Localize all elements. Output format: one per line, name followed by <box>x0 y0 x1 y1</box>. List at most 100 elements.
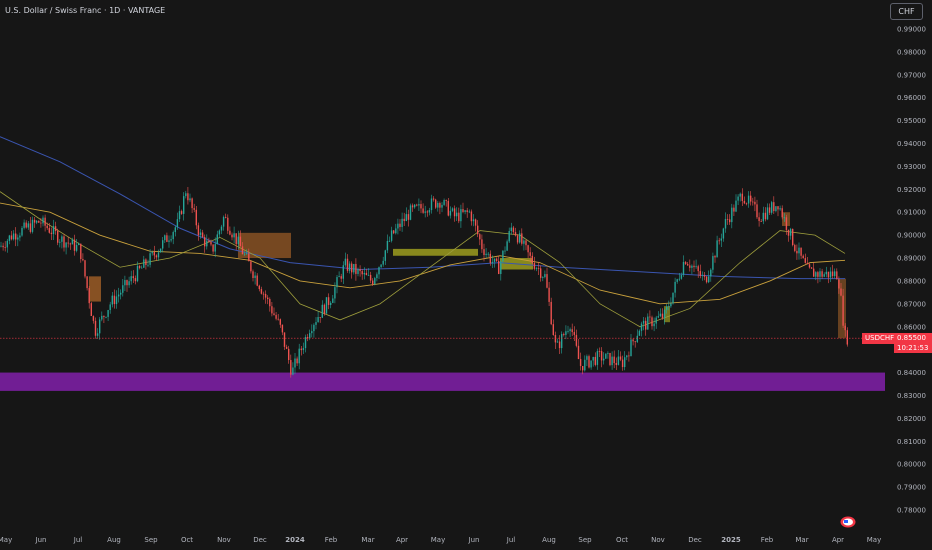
candle-body <box>262 293 265 295</box>
candle-body <box>302 348 305 351</box>
candle-body <box>678 278 680 280</box>
candle-body <box>313 324 315 332</box>
candle-body <box>88 288 90 304</box>
candle-body <box>630 339 632 357</box>
candle-body <box>506 241 508 251</box>
candle-body <box>254 275 256 278</box>
candle-body <box>451 208 454 211</box>
candle-body <box>586 356 588 360</box>
candle-body <box>204 237 206 247</box>
candle-body <box>432 198 435 200</box>
candle-body <box>189 198 191 201</box>
last-price-value: 0.85500 <box>897 334 926 342</box>
order-block-zone <box>838 278 846 339</box>
candle-body <box>323 304 326 314</box>
candle-body <box>661 313 664 319</box>
us-flag-icon[interactable] <box>840 516 856 528</box>
candle-body <box>792 228 794 246</box>
candle-body <box>766 207 769 220</box>
candle-body <box>495 258 498 261</box>
candle-body <box>575 334 578 346</box>
candle-body <box>38 220 40 223</box>
candle-body <box>647 316 649 330</box>
price-axis: 0.99000 0.98000 0.97000 0.96000 0.95000 0.940… <box>897 26 926 515</box>
candle-body <box>655 317 657 324</box>
candle-body <box>359 269 361 272</box>
candle-body <box>105 316 107 318</box>
candle-body <box>445 200 447 201</box>
candle-body <box>145 259 147 265</box>
candle-body <box>794 245 796 251</box>
candle-body <box>124 280 126 286</box>
candle-body <box>180 211 183 214</box>
candle-body <box>361 271 363 275</box>
candle-body <box>529 252 531 256</box>
candle-body <box>48 228 50 233</box>
candle-body <box>19 235 21 238</box>
candle-body <box>548 287 550 302</box>
candle-body <box>178 211 181 220</box>
candle-body <box>682 262 685 275</box>
candle-body <box>632 339 634 342</box>
candle-body <box>554 334 557 343</box>
candle-body <box>346 258 349 271</box>
candle-body <box>621 359 624 368</box>
candle-body <box>162 240 164 249</box>
candle-body <box>477 225 479 235</box>
candle-body <box>269 299 271 307</box>
candle-body <box>752 201 754 203</box>
candle-body <box>731 207 733 223</box>
candle-body <box>229 230 231 235</box>
candle-body <box>264 293 267 298</box>
candle-body <box>382 260 384 265</box>
candle-body <box>487 253 489 255</box>
candle-body <box>609 353 611 366</box>
candle-body <box>338 276 340 278</box>
candle-body <box>111 295 113 305</box>
candle-body <box>317 317 319 323</box>
zones-layer <box>0 212 885 391</box>
candle-body <box>544 274 546 278</box>
candle-body <box>273 313 275 315</box>
candle-body <box>334 287 336 299</box>
candle-body <box>720 238 722 241</box>
candle-body <box>577 345 580 360</box>
candle-body <box>556 341 559 343</box>
candle-body <box>340 276 342 279</box>
candle-body <box>521 233 523 244</box>
candle-body <box>411 205 414 208</box>
price-tick-label: 0.79000 <box>897 484 926 492</box>
candle-body <box>183 196 185 214</box>
candle-body <box>584 359 586 371</box>
candle-body <box>485 253 487 255</box>
price-tick-label: 0.95000 <box>897 117 926 125</box>
candle-body <box>838 279 840 289</box>
candle-body <box>351 263 353 273</box>
candle-body <box>756 204 758 218</box>
candle-body <box>619 356 622 360</box>
candle-body <box>831 271 834 277</box>
ma-100-line <box>0 202 846 305</box>
candle-body <box>552 324 554 335</box>
candle-body <box>762 212 764 222</box>
candle-body <box>115 296 118 305</box>
candle-body <box>252 271 254 278</box>
candle-body <box>185 193 187 197</box>
candle-body <box>460 209 462 222</box>
candle-body <box>248 253 250 262</box>
candle-body <box>0 245 2 247</box>
candle-body <box>424 211 426 213</box>
candle-body <box>397 223 399 229</box>
candle-body <box>458 212 460 222</box>
currency-button[interactable]: CHF <box>890 3 923 20</box>
time-tick-label: Jul <box>73 536 83 544</box>
price-tick-label: 0.83000 <box>897 392 926 400</box>
candle-body <box>483 249 485 255</box>
candle-body <box>82 259 84 261</box>
candle-body <box>726 219 729 220</box>
candle-body <box>739 193 741 197</box>
candle-body <box>422 208 424 213</box>
candle-body <box>561 334 563 349</box>
candle-body <box>174 227 176 233</box>
